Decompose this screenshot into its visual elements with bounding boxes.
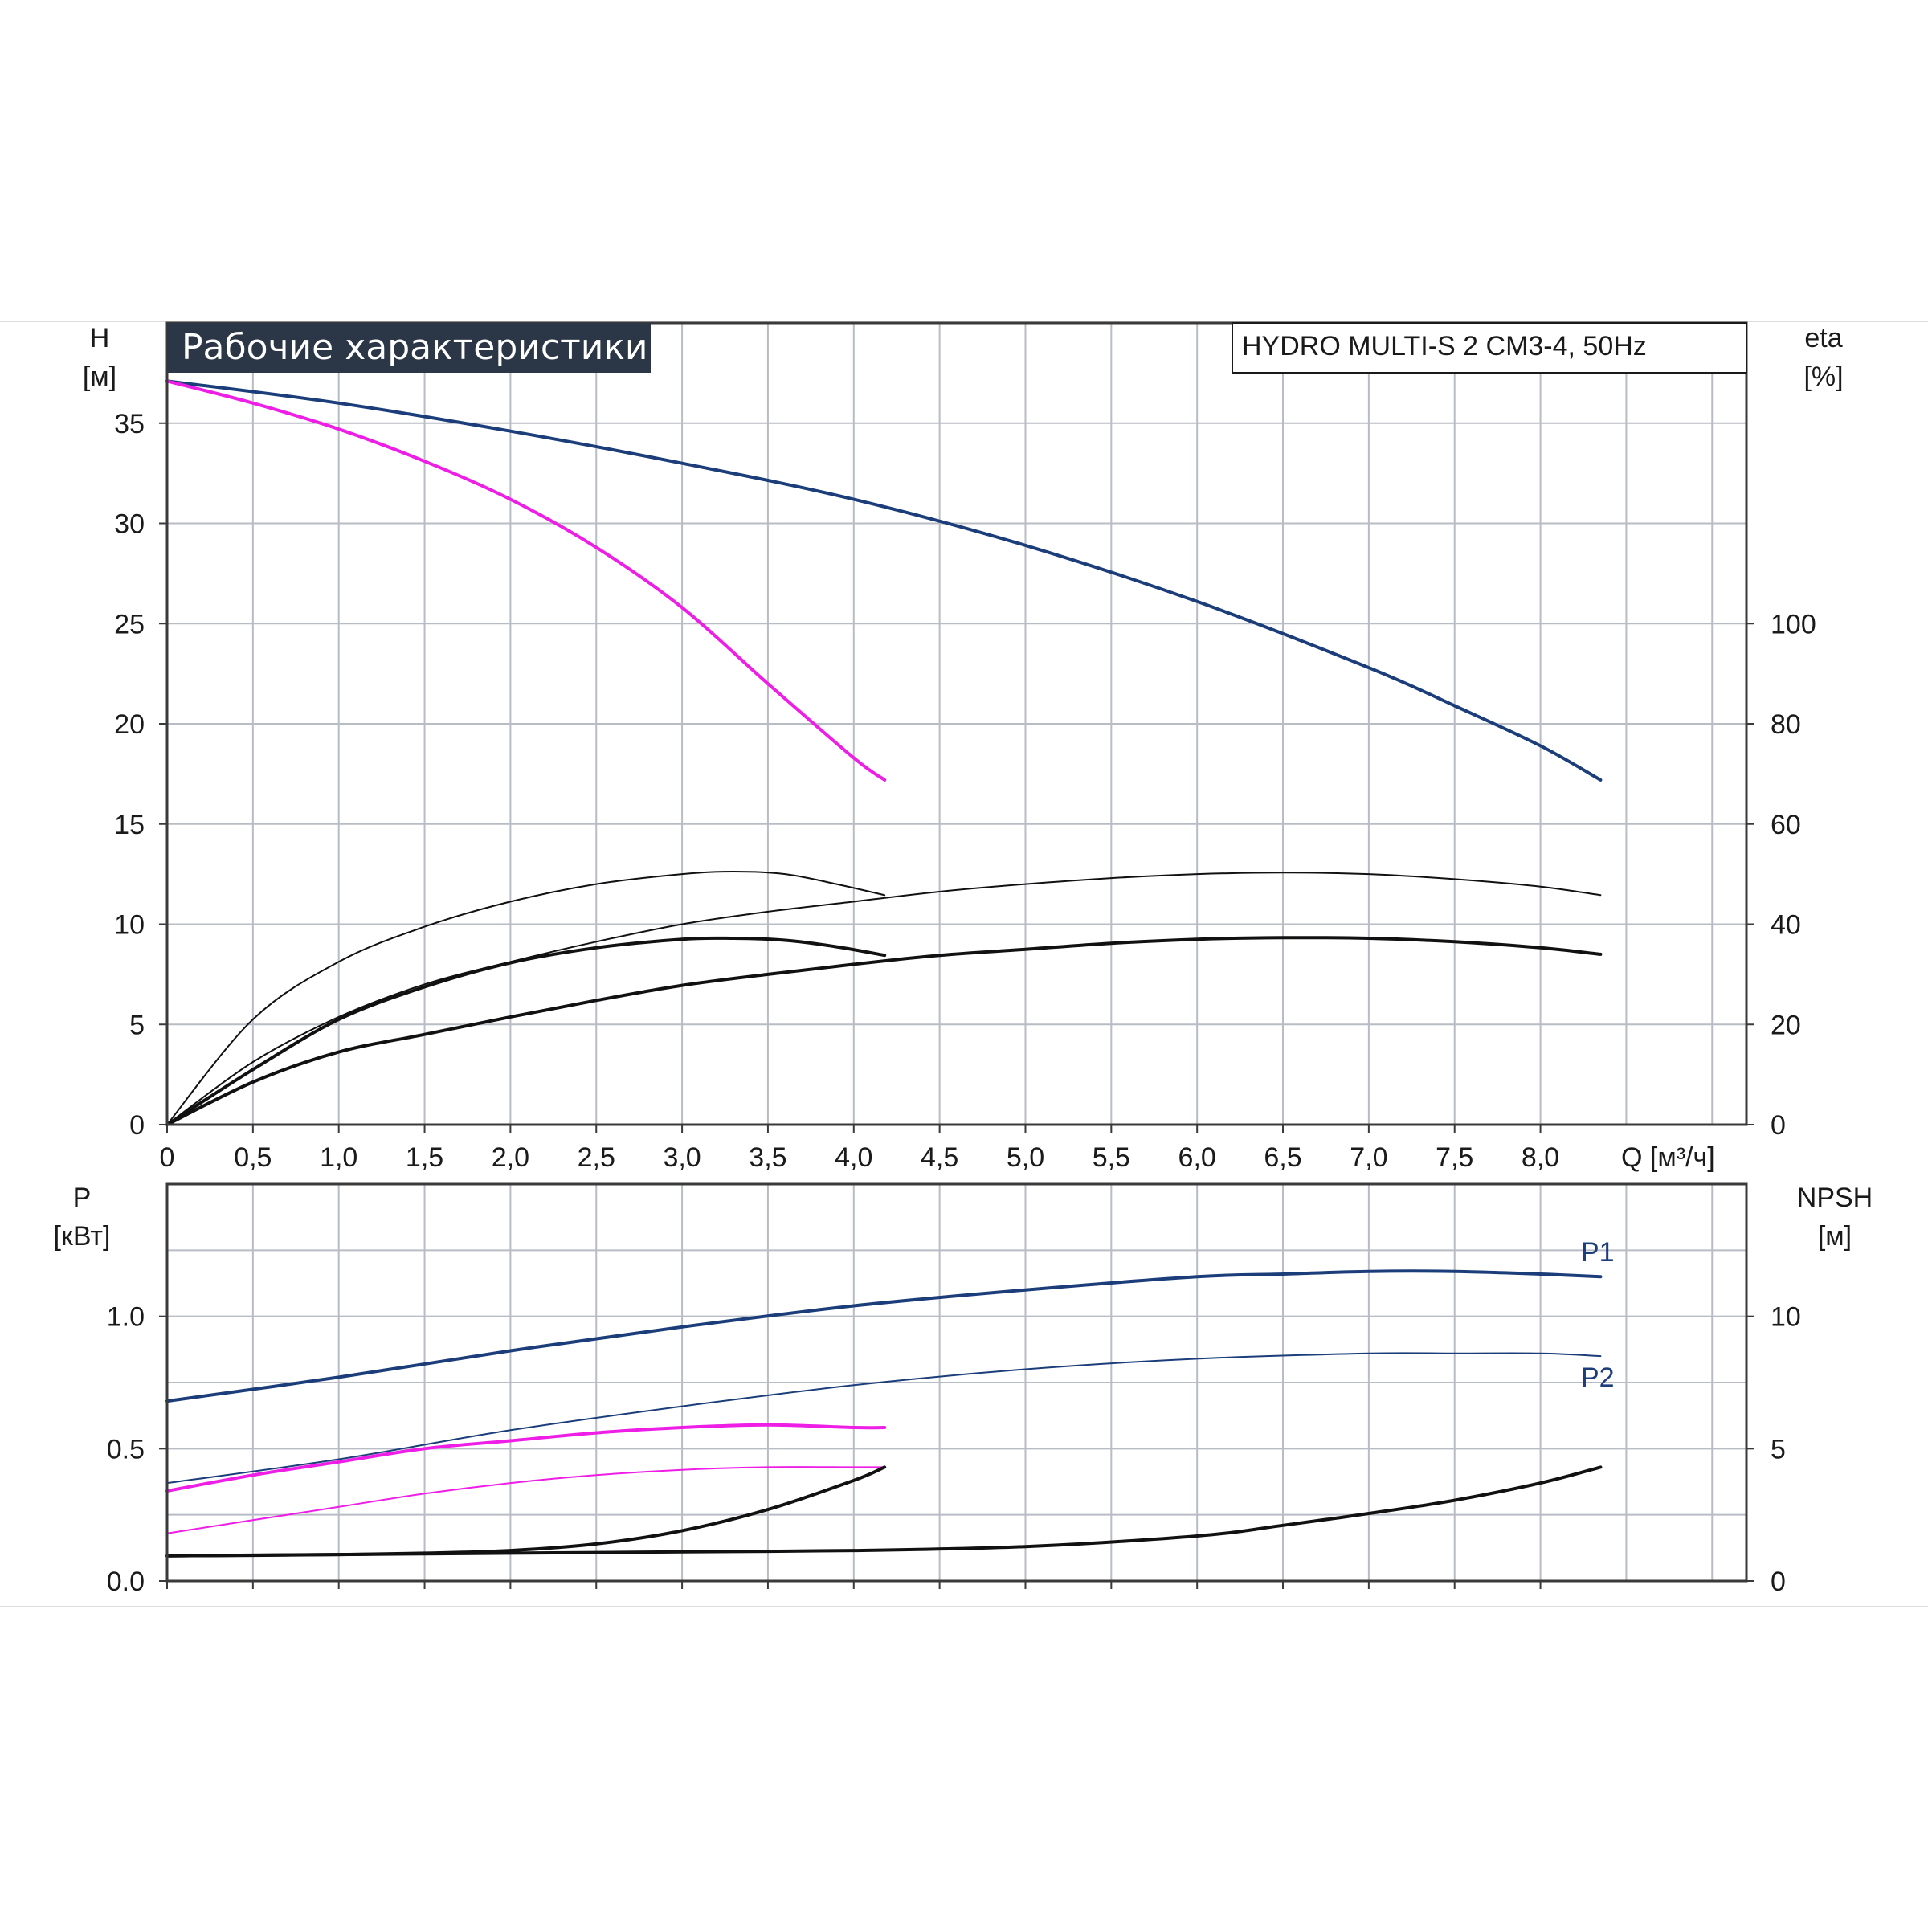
y-left-bottom-label-unit: [кВт] — [54, 1221, 111, 1252]
bottom-series-p1-line — [165, 1269, 1603, 1403]
y-right-tick-label: 0 — [1771, 1566, 1786, 1597]
bottom-series-2-line — [165, 1423, 887, 1493]
top-series-5-line — [165, 936, 887, 1126]
top-series-4-line — [165, 936, 1603, 1126]
top-series-0-line — [165, 379, 1603, 782]
series-label-p1: P1 — [1581, 1237, 1615, 1268]
bottom-series-3-line — [166, 1466, 886, 1534]
y-right-tick-label: 80 — [1771, 709, 1801, 740]
y-right-top-label-symbol: eta — [1804, 323, 1842, 353]
x-tick-label: 3,0 — [663, 1142, 701, 1173]
y-right-bottom-label-symbol: NPSH — [1797, 1182, 1873, 1213]
y-left-tick-label: 15 — [114, 810, 145, 840]
y-right-tick-label: 20 — [1771, 1010, 1801, 1040]
x-tick-label: 6,5 — [1264, 1142, 1301, 1173]
model-label: HYDRO MULTI-S 2 CM3-4, 50Hz — [1242, 331, 1647, 361]
y-left-top-label-unit: [м] — [83, 361, 116, 392]
bottom-plot-frame — [165, 1182, 1748, 1583]
x-tick-label: 1,0 — [320, 1142, 357, 1173]
x-tick-label: 7,5 — [1436, 1142, 1473, 1173]
tick-labels: 0 0,5 1,0 1,5 2,0 2,5 3,0 3,5 4,0 4,5 5,0 5,5 6,0 6,5… — [107, 409, 1816, 1597]
x-tick-label: 4,5 — [921, 1142, 958, 1173]
y-left-tick-label: 0 — [129, 1110, 145, 1141]
top-plot-series — [165, 379, 1603, 1126]
y-right-tick-label: 60 — [1771, 810, 1801, 840]
y-right-bottom-label-unit: [м] — [1818, 1221, 1852, 1252]
y-left-bottom-label-symbol: P — [73, 1182, 92, 1213]
x-tick-label: 8,0 — [1522, 1142, 1559, 1173]
y-right-tick-label: 5 — [1771, 1434, 1786, 1464]
top-series-2-line — [166, 872, 1602, 1125]
y-left-tick-label: 20 — [114, 709, 145, 740]
x-tick-label: 5,0 — [1007, 1142, 1044, 1173]
y-right-tick-label: 40 — [1771, 910, 1801, 941]
chart-title: Рабочие характеристики — [182, 327, 648, 368]
y-right-top-label-unit: [%] — [1803, 361, 1843, 392]
bottom-plot-grid — [167, 1184, 1746, 1581]
bottom-plot-series — [165, 1269, 1603, 1558]
y-left-tick-label: 30 — [114, 509, 145, 540]
y-right-tick-label: 100 — [1771, 609, 1816, 639]
y-left-tick-label: 0.0 — [107, 1566, 145, 1597]
x-tick-label: 0 — [160, 1142, 175, 1173]
x-axis-label: Q [м³/ч] — [1621, 1142, 1715, 1173]
y-left-top-label-symbol: H — [90, 323, 110, 353]
x-tick-label: 3,5 — [749, 1142, 786, 1173]
y-left-tick-label: 0.5 — [107, 1434, 145, 1464]
chart-title-box — [167, 323, 651, 373]
top-series-3-line — [166, 871, 886, 1125]
y-right-tick-label: 0 — [1771, 1110, 1786, 1141]
bottom-series-5-line — [165, 1465, 887, 1558]
y-left-tick-label: 1.0 — [107, 1302, 145, 1333]
y-left-tick-label: 25 — [114, 609, 145, 639]
top-series-1-line — [165, 379, 887, 782]
bottom-series-4-line — [165, 1465, 1603, 1558]
x-tick-label: 4,0 — [835, 1142, 872, 1173]
y-left-tick-label: 5 — [129, 1010, 145, 1040]
y-left-tick-label: 35 — [114, 409, 145, 439]
x-tick-label: 6,0 — [1178, 1142, 1216, 1173]
model-label-box — [1232, 322, 1747, 374]
x-tick-label: 0,5 — [234, 1142, 272, 1173]
bottom-series-p2-line — [166, 1352, 1602, 1485]
x-tick-label: 2,5 — [578, 1142, 615, 1173]
y-right-tick-label: 10 — [1771, 1302, 1801, 1333]
x-tick-label: 1,5 — [406, 1142, 443, 1173]
axis-ticks — [159, 422, 1754, 1589]
x-tick-label: 7,0 — [1350, 1142, 1387, 1173]
x-tick-label: 5,5 — [1093, 1142, 1130, 1173]
series-label-p2: P2 — [1581, 1362, 1615, 1393]
y-left-tick-label: 10 — [114, 910, 145, 941]
x-tick-label: 2,0 — [492, 1142, 529, 1173]
top-plot-grid — [167, 322, 1746, 1125]
